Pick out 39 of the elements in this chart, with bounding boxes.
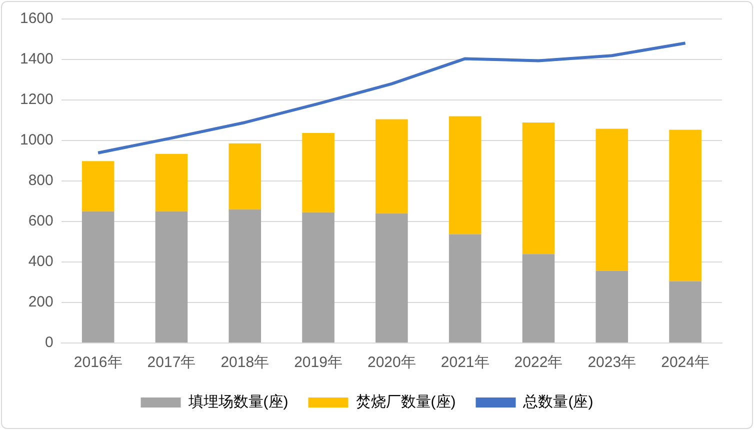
bar [669, 130, 702, 282]
bar [228, 209, 262, 342]
y-tick-label: 400 [28, 253, 54, 270]
bar [302, 133, 334, 212]
bar [82, 161, 114, 212]
bar [669, 281, 702, 342]
bar [376, 213, 408, 342]
bar [596, 270, 628, 342]
x-tick-label: 2024年 [661, 354, 710, 372]
bar [596, 128, 628, 271]
bar [448, 116, 482, 234]
x-tick-label: 2021年 [440, 354, 490, 372]
x-tick-label: 2017年 [147, 354, 196, 372]
y-tick-label: 800 [28, 172, 54, 190]
legend-label: 焚烧厂数量(座) [356, 394, 456, 411]
x-tick-label: 2018年 [220, 354, 270, 372]
bar [522, 254, 555, 342]
y-tick-label: 0 [45, 334, 54, 352]
bar [448, 234, 482, 342]
y-tick-label: 1600 [20, 10, 54, 28]
bar [155, 211, 188, 342]
bar [522, 122, 555, 254]
x-tick-label: 2019年 [294, 354, 342, 372]
y-tick-label: 1200 [20, 91, 54, 108]
bar [302, 212, 334, 342]
y-tick-label: 1400 [20, 50, 54, 68]
x-tick-label: 2022年 [514, 354, 563, 372]
y-tick-label: 1000 [20, 132, 54, 149]
x-tick-label: 2016年 [74, 354, 122, 372]
bar [228, 143, 262, 210]
bar [82, 211, 114, 342]
y-tick-label: 600 [28, 212, 54, 230]
bar [376, 119, 408, 214]
bar [155, 154, 188, 212]
legend-label: 填埋场数量(座) [187, 394, 288, 411]
y-tick-label: 200 [28, 294, 54, 311]
x-tick-label: 2023年 [588, 354, 636, 372]
legend-label: 总数量(座) [522, 394, 594, 411]
x-tick-label: 2020年 [367, 354, 416, 372]
